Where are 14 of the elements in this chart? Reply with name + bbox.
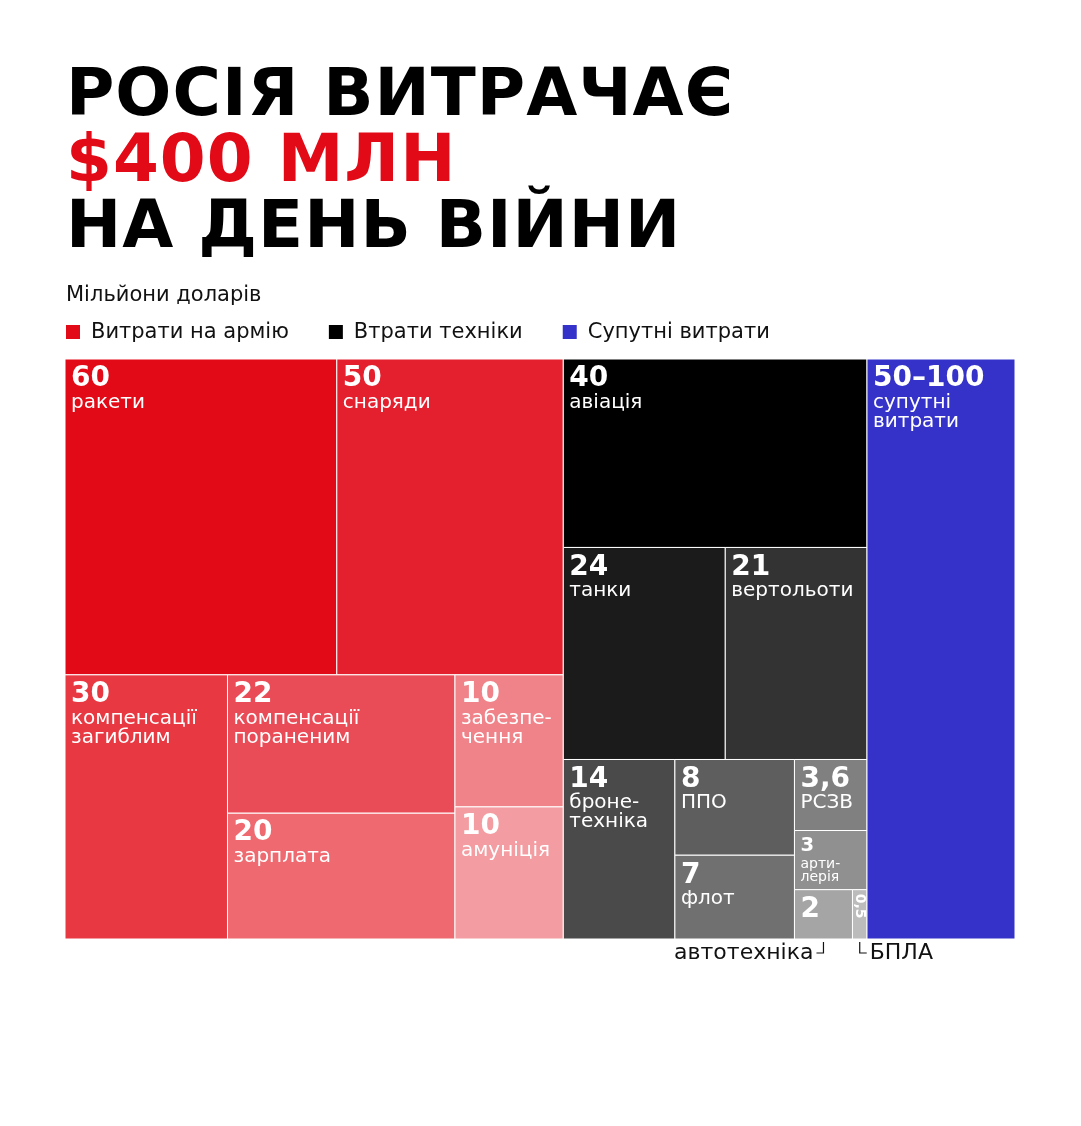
data-label: 3 [800, 833, 815, 857]
category-label: арти-лерія [800, 854, 841, 885]
data-label: 2 [800, 890, 820, 924]
category-label: БПЛА [869, 938, 933, 964]
legend-label: Супутні витрати [587, 319, 770, 344]
data-label: 3,6 [800, 760, 851, 794]
text: РОСІЯ ВИТРАЧАЄ $400 МЛН НА ДЕНЬ ВІЙНИ [66, 54, 736, 263]
legend-label: Втрати техніки [353, 319, 523, 344]
data-label: 0,5 [853, 893, 870, 919]
text: Мільйони доларів [66, 281, 263, 308]
category-label: забезпе-чення [460, 704, 552, 748]
legend-label: Витрати на армію [91, 319, 289, 344]
category-label: автотехніка [674, 938, 814, 964]
category-label: броне-техніка [569, 789, 649, 833]
